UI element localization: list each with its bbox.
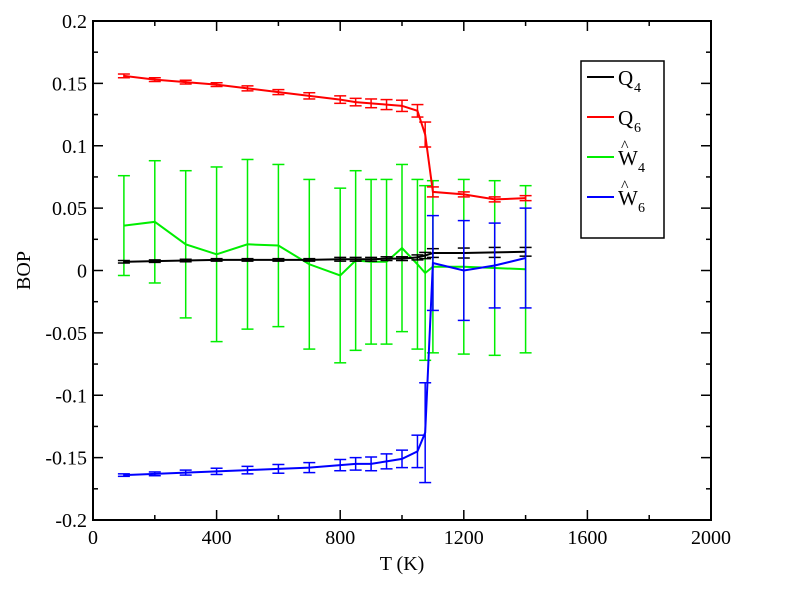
- x-tick-label: 0: [88, 527, 98, 549]
- legend-label-w6: W: [618, 186, 638, 210]
- x-axis-label: T (K): [380, 553, 425, 575]
- y-tick-label: -0.1: [55, 385, 87, 407]
- series-layer: [117, 73, 532, 484]
- legend-box: [580, 60, 665, 239]
- y-tick-label: 0.15: [52, 73, 87, 95]
- legend-subscript-w6: 6: [638, 201, 645, 216]
- legend-label-q6: Q: [618, 106, 633, 130]
- tick-labels-layer: 0 400 800 1200 1600 2000 -0.2 -0.15 -0.1 -0.05 0 0.…: [45, 11, 731, 549]
- series-w6: [117, 207, 532, 484]
- legend-subscript-q6: 6: [634, 121, 641, 136]
- legend-entry-w6: ^W 6: [587, 178, 645, 216]
- y-tick-label: -0.15: [45, 448, 87, 470]
- y-tick-label: 0.05: [52, 198, 87, 220]
- legend-label-q4: Q: [618, 66, 633, 90]
- legend-entry-w4: ^W 4: [587, 138, 645, 176]
- legend-subscript-w4: 4: [638, 161, 645, 176]
- series-line-q4: [123, 250, 526, 263]
- series-q6: [117, 73, 532, 203]
- legend-label-w4: W: [618, 146, 638, 170]
- x-tick-label: 1200: [444, 527, 484, 549]
- x-tick-label: 400: [202, 527, 232, 549]
- legend: Q 4Q 6^W 4^W 6: [580, 60, 665, 239]
- y-tick-label: 0.2: [62, 11, 87, 33]
- y-tick-label: -0.2: [55, 510, 87, 532]
- legend-hat-w6: ^: [621, 178, 629, 195]
- legend-hat-w4: ^: [621, 138, 629, 155]
- series-line-q6: [123, 74, 526, 201]
- ticks-layer: [92, 20, 712, 521]
- x-tick-label: 800: [325, 527, 355, 549]
- series-line-w4: [123, 220, 526, 277]
- y-tick-label: 0: [77, 261, 87, 283]
- x-tick-label: 2000: [691, 527, 731, 549]
- y-tick-label: -0.05: [45, 323, 87, 345]
- error-bar-q6: [519, 194, 532, 202]
- y-axis-label: BOP: [13, 251, 35, 290]
- y-tick-label: 0.1: [62, 136, 87, 158]
- series-line-w6: [123, 257, 526, 477]
- legend-subscript-q4: 4: [634, 81, 641, 96]
- x-tick-label: 1600: [567, 527, 607, 549]
